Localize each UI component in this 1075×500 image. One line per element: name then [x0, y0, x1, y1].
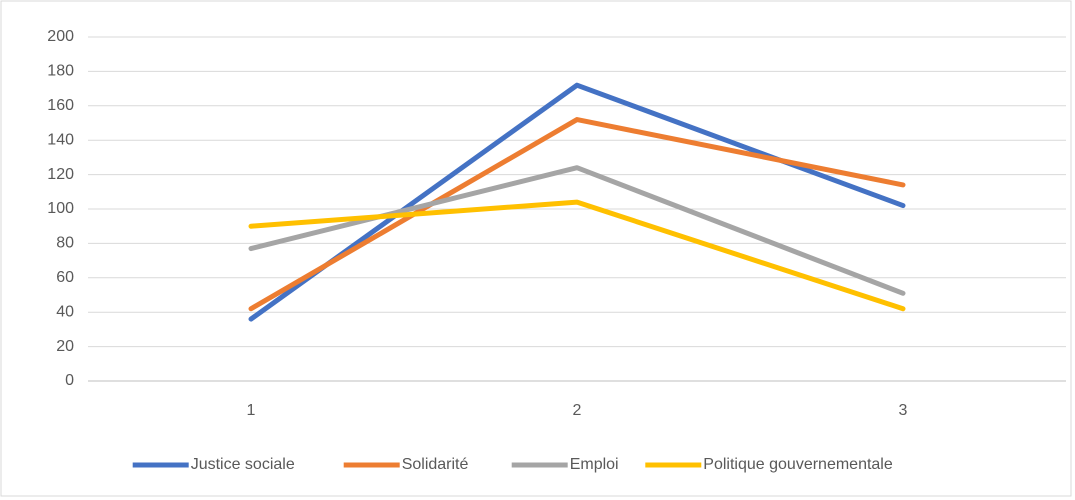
y-tick-label: 160 [47, 97, 74, 114]
y-tick-label: 140 [47, 131, 74, 148]
y-tick-label: 0 [65, 372, 74, 389]
y-tick-label: 180 [47, 63, 74, 80]
series-line [248, 199, 906, 312]
y-tick-label: 40 [56, 303, 74, 320]
x-tick-label: 1 [247, 402, 256, 419]
legend-label: Justice sociale [191, 456, 295, 473]
legend-label: Politique gouvernementale [703, 456, 893, 473]
x-tick-label: 2 [573, 402, 582, 419]
series-line [248, 117, 906, 312]
y-tick-label: 120 [47, 166, 74, 183]
legend-label: Emploi [570, 456, 619, 473]
y-tick-label: 80 [56, 235, 74, 252]
x-tick-label: 3 [899, 402, 908, 419]
y-tick-label: 200 [47, 28, 74, 45]
series-line [248, 165, 906, 296]
y-tick-label: 60 [56, 269, 74, 286]
legend-label: Solidarité [402, 456, 469, 473]
y-tick-label: 100 [47, 200, 74, 217]
y-tick-label: 20 [56, 338, 74, 355]
